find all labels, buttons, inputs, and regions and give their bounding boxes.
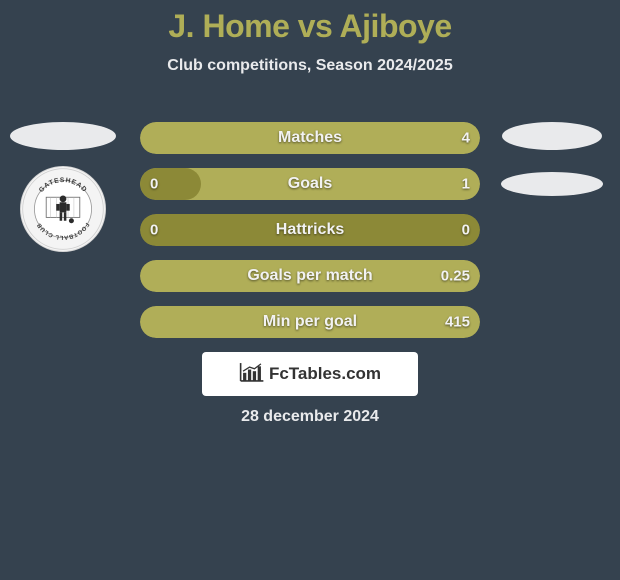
brand-text: FcTables.com [269,364,381,384]
stat-value-right: 4 [462,130,470,147]
club-badge-left: GATESHEAD FOOTBALL CLUB [20,166,106,252]
club-badge-placeholder-right [501,172,603,196]
stats-bars: Matches 4 Goals 0 1 Hattricks 0 0 Goals per matc… [140,122,480,338]
right-player-column [492,122,612,196]
stat-value-right: 415 [445,314,470,331]
player-photo-placeholder-left [10,122,116,150]
stat-bar: Hattricks 0 0 [140,214,480,246]
comparison-title: J. Home vs Ajiboye [0,0,620,45]
stat-value-left: 0 [150,222,158,239]
snapshot-date: 28 december 2024 [241,408,379,426]
left-player-column: GATESHEAD FOOTBALL CLUB [8,122,118,252]
brand-watermark: FcTables.com [202,352,418,396]
stat-value-right: 0 [462,222,470,239]
player-photo-placeholder-right [502,122,602,150]
comparison-subtitle: Club competitions, Season 2024/2025 [0,57,620,75]
stat-value-left: 0 [150,176,158,193]
stat-bar: Min per goal 415 [140,306,480,338]
stat-bar: Goals 0 1 [140,168,480,200]
stat-value-right: 1 [462,176,470,193]
stat-bar: Matches 4 [140,122,480,154]
stat-label: Goals [288,175,332,193]
stat-label: Goals per match [247,267,372,285]
stat-label: Hattricks [276,221,344,239]
stat-bar: Goals per match 0.25 [140,260,480,292]
bar-chart-icon [239,361,265,388]
stat-label: Min per goal [263,313,357,331]
stat-label: Matches [278,129,342,147]
stat-value-right: 0.25 [441,268,470,285]
